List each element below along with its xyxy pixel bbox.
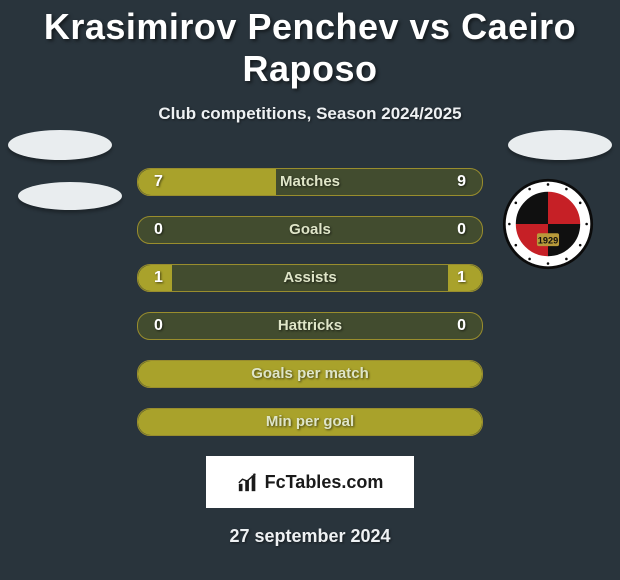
stat-row: Goals per match [137, 360, 483, 388]
stat-label: Goals [138, 217, 482, 243]
svg-text:1929: 1929 [538, 235, 558, 245]
stat-row: Goals0 0 [137, 216, 483, 244]
stat-row: Assists1 1 [137, 264, 483, 292]
bars-growth-icon [237, 471, 259, 493]
stat-left-value: 0 [154, 313, 163, 339]
player-right-photo-placeholder [508, 130, 612, 160]
lokomotiv-sofia-crest-icon: 1929 [502, 178, 594, 270]
stat-label: Min per goal [138, 409, 482, 435]
stat-right-value: 9 [457, 169, 466, 195]
stat-left-value: 1 [154, 265, 163, 291]
stat-right-value: 0 [457, 217, 466, 243]
stat-label: Matches [138, 169, 482, 195]
footer-date: 27 september 2024 [0, 526, 620, 547]
page-title: Krasimirov Penchev vs Caeiro Raposo [0, 6, 620, 90]
stat-label: Hattricks [138, 313, 482, 339]
stat-row: Matches7 9 [137, 168, 483, 196]
stat-right-value: 1 [457, 265, 466, 291]
comparison-bars: Matches79Goals00Assists11Hattricks00Goal… [137, 168, 483, 436]
stat-right-value: 0 [457, 313, 466, 339]
stat-row: Min per goal [137, 408, 483, 436]
subtitle: Club competitions, Season 2024/2025 [0, 104, 620, 124]
stat-label: Goals per match [138, 361, 482, 387]
stat-left-value: 0 [154, 217, 163, 243]
player-left-photo-placeholder [8, 130, 112, 160]
stat-left-value: 7 [154, 169, 163, 195]
player-left-club-placeholder [18, 182, 122, 210]
player-right-club-crest: 1929 [502, 178, 594, 270]
stat-label: Assists [138, 265, 482, 291]
stat-row: Hattricks0 0 [137, 312, 483, 340]
brand-text: FcTables.com [265, 472, 384, 493]
brand-box: FcTables.com [206, 456, 414, 508]
